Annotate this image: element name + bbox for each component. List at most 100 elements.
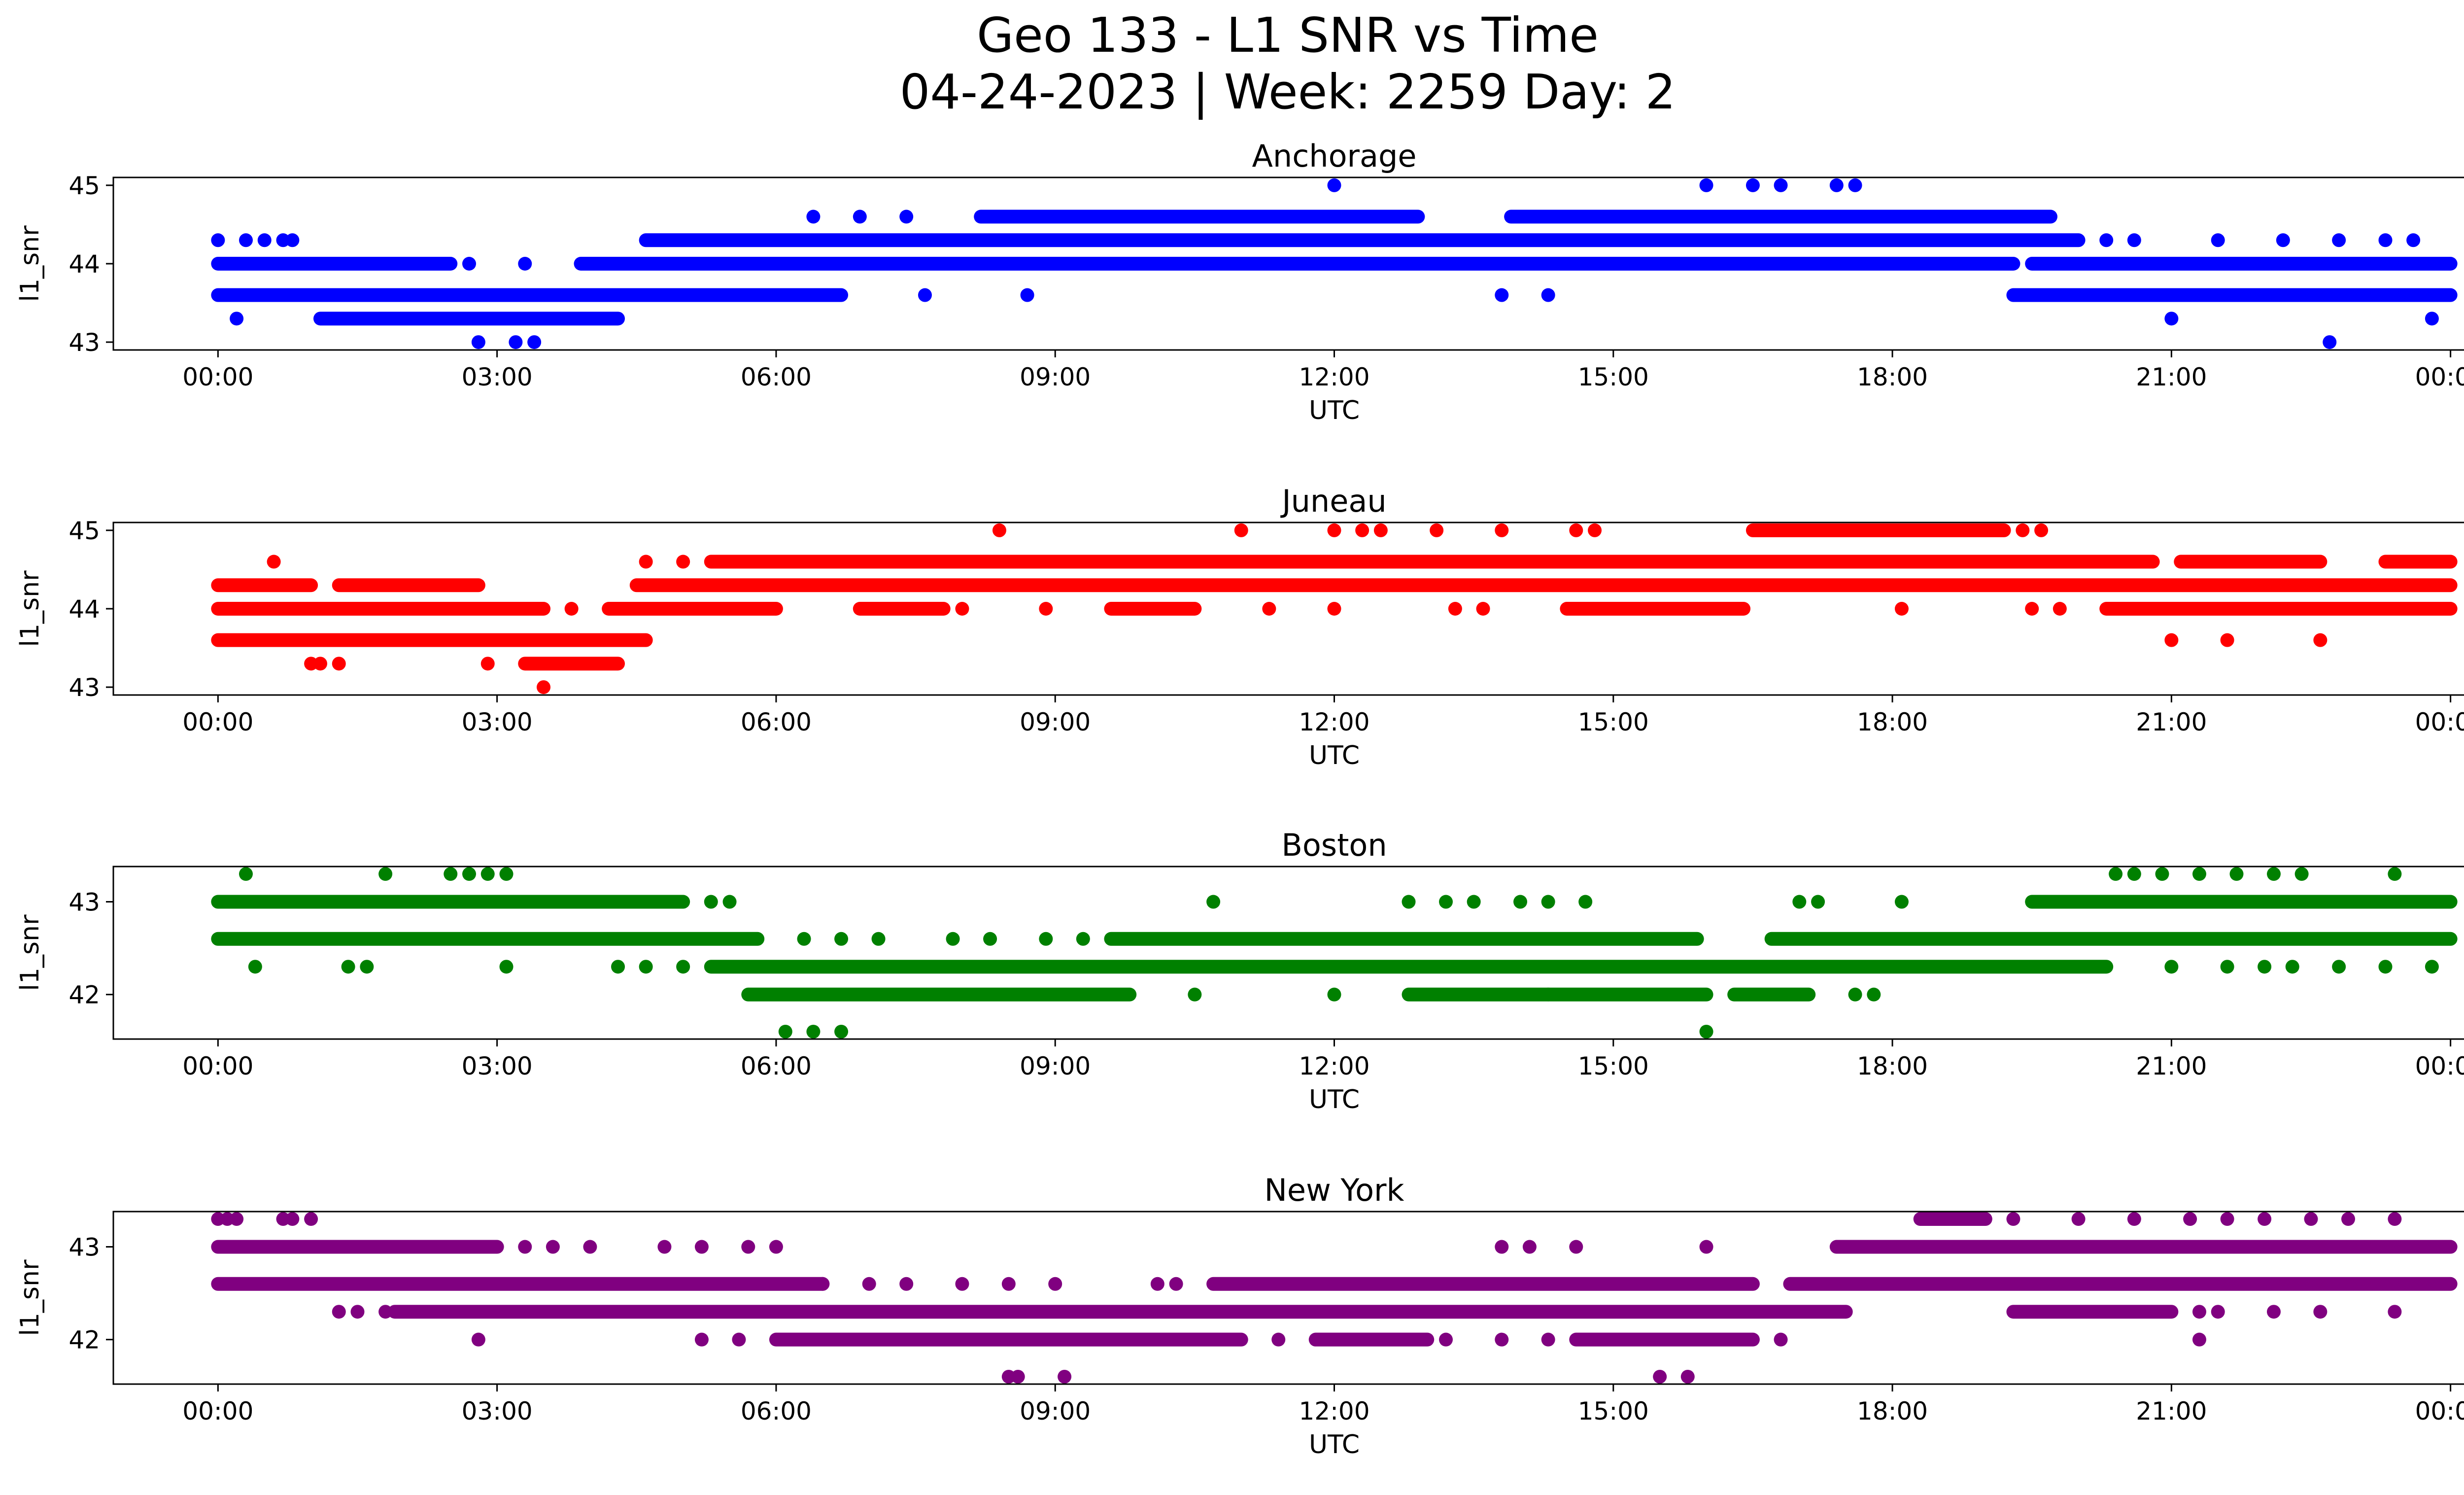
x-axis: 00:00 03:00 06:00 09:00 12:00 15:00 18:00 21:00… bbox=[182, 1384, 2464, 1460]
y-axis: 43 44 45 l1_snr bbox=[15, 517, 113, 702]
data-point bbox=[806, 209, 821, 224]
x-tick-label: 18:00 bbox=[1857, 708, 1928, 736]
y-tick-label: 43 bbox=[68, 888, 100, 917]
subplot-boston: Boston 00:00 03:00 06:00 09:00 12:00 15:00 18:0… bbox=[15, 827, 2464, 1114]
data-point bbox=[834, 1024, 849, 1039]
x-tick-label: 00:00 bbox=[182, 1052, 253, 1080]
x-tick-label: 09:00 bbox=[1020, 708, 1091, 736]
x-tick-label: 21:00 bbox=[2136, 363, 2207, 391]
data-point bbox=[2258, 960, 2272, 974]
data-point bbox=[1495, 523, 1509, 537]
x-tick-label: 18:00 bbox=[1857, 1052, 1928, 1080]
data-point bbox=[2285, 960, 2299, 974]
subplot-juneau: Juneau 00:00 03:00 06:00 09:00 12:00 15:00 18:0… bbox=[15, 483, 2464, 770]
data-point bbox=[741, 1240, 755, 1254]
data-point bbox=[583, 1240, 597, 1254]
data-point bbox=[694, 1240, 709, 1254]
data-point bbox=[1541, 987, 1555, 1002]
data-point bbox=[2034, 523, 2049, 537]
data-point bbox=[955, 1277, 969, 1291]
data-point bbox=[2025, 602, 2039, 616]
x-tick-label: 09:00 bbox=[1020, 1397, 1091, 1425]
data-point bbox=[2266, 1305, 2281, 1319]
data-point bbox=[918, 288, 932, 302]
data-point bbox=[769, 1240, 783, 1254]
data-point bbox=[1327, 523, 1341, 537]
data-point bbox=[1188, 987, 1202, 1002]
data-point bbox=[676, 555, 690, 569]
data-point bbox=[2192, 867, 2206, 881]
data-point bbox=[1169, 1277, 1183, 1291]
data-point bbox=[378, 1305, 393, 1319]
scatter-points bbox=[211, 523, 2458, 695]
data-point bbox=[1653, 1369, 1667, 1384]
data-point bbox=[2388, 1212, 2402, 1226]
data-point bbox=[2211, 233, 2225, 247]
data-point bbox=[806, 1024, 821, 1039]
data-point bbox=[444, 867, 458, 881]
data-point bbox=[853, 209, 867, 224]
data-point bbox=[1495, 1332, 1509, 1347]
x-tick-label: 06:00 bbox=[741, 1052, 812, 1080]
data-point bbox=[2220, 633, 2234, 647]
data-point bbox=[2406, 233, 2421, 247]
data-point bbox=[1541, 288, 1555, 302]
data-point bbox=[1020, 288, 1034, 302]
data-point bbox=[2378, 960, 2393, 974]
data-point bbox=[722, 895, 737, 909]
x-tick-label: 00:00 bbox=[2415, 1397, 2464, 1425]
data-point bbox=[462, 867, 477, 881]
x-tick-label: 21:00 bbox=[2136, 1397, 2207, 1425]
x-axis: 00:00 03:00 06:00 09:00 12:00 15:00 18:00 21:00… bbox=[182, 695, 2464, 770]
x-tick-label: 09:00 bbox=[1020, 1052, 1091, 1080]
data-point bbox=[444, 602, 458, 616]
data-point bbox=[1430, 523, 1444, 537]
data-point bbox=[1774, 178, 1788, 192]
x-axis-label: UTC bbox=[1309, 741, 1360, 770]
y-axis-label: l1_snr bbox=[15, 914, 45, 991]
data-point bbox=[946, 932, 960, 946]
x-tick-label: 12:00 bbox=[1299, 1052, 1369, 1080]
data-point bbox=[1699, 1240, 1713, 1254]
data-point bbox=[1234, 523, 1248, 537]
data-point bbox=[499, 960, 513, 974]
data-point bbox=[2266, 867, 2281, 881]
data-point bbox=[2183, 1212, 2197, 1226]
y-tick-label: 42 bbox=[68, 1326, 100, 1355]
y-axis: 42 43 l1_snr bbox=[15, 1233, 113, 1355]
data-point bbox=[657, 1240, 672, 1254]
data-point bbox=[2313, 633, 2327, 647]
data-point bbox=[537, 680, 551, 695]
data-point bbox=[2164, 312, 2179, 326]
subplot-title: Anchorage bbox=[1252, 138, 1416, 174]
data-point bbox=[1001, 1277, 1016, 1291]
x-axis-label: UTC bbox=[1309, 396, 1360, 425]
data-point bbox=[639, 555, 653, 569]
data-point bbox=[2332, 960, 2346, 974]
data-point bbox=[1076, 932, 1090, 946]
data-point bbox=[1467, 895, 1481, 909]
plot-frame bbox=[112, 866, 2464, 1040]
x-tick-label: 00:00 bbox=[182, 363, 253, 391]
data-point bbox=[1848, 987, 1862, 1002]
subplot-new-york: New York 00:00 03:00 06:00 09:00 12:00 15:00 18… bbox=[15, 1172, 2464, 1460]
x-tick-label: 12:00 bbox=[1299, 708, 1369, 736]
data-point bbox=[1774, 1332, 1788, 1347]
data-point bbox=[1811, 895, 1825, 909]
data-point bbox=[1745, 178, 1760, 192]
data-point bbox=[304, 1212, 318, 1226]
x-tick-label: 00:00 bbox=[2415, 708, 2464, 736]
data-point bbox=[2378, 233, 2393, 247]
data-point bbox=[2006, 1212, 2020, 1226]
x-axis: 00:00 03:00 06:00 09:00 12:00 15:00 18:00 21:00… bbox=[182, 1039, 2464, 1114]
data-point bbox=[2276, 233, 2290, 247]
data-point bbox=[1829, 178, 1844, 192]
data-point bbox=[2388, 867, 2402, 881]
x-tick-label: 12:00 bbox=[1299, 1397, 1369, 1425]
data-point bbox=[1569, 523, 1583, 537]
data-point bbox=[694, 1332, 709, 1347]
data-point bbox=[313, 657, 327, 671]
x-tick-label: 03:00 bbox=[462, 363, 533, 391]
data-point bbox=[1792, 895, 1807, 909]
x-tick-label: 03:00 bbox=[462, 1397, 533, 1425]
